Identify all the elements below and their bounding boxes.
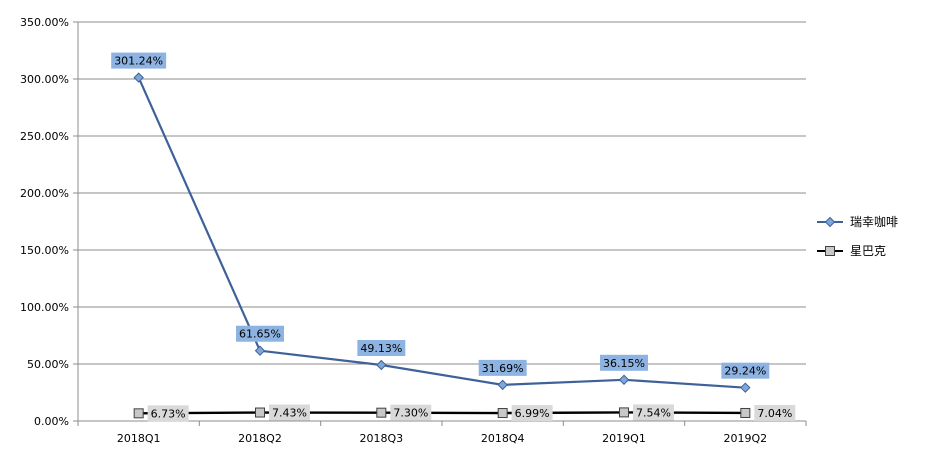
data-label-box xyxy=(390,404,432,421)
data-label-box xyxy=(357,339,406,356)
x-tick-label: 2018Q3 xyxy=(360,432,404,445)
y-tick-label: 100.00% xyxy=(20,301,69,314)
data-label-box xyxy=(478,359,527,376)
data-point xyxy=(740,407,751,418)
data-label: 61.65% xyxy=(239,328,281,341)
legend-label: 瑞幸咖啡 xyxy=(850,214,898,229)
x-tick-label: 2019Q2 xyxy=(724,432,768,445)
data-label: 49.13% xyxy=(360,342,402,355)
data-point xyxy=(497,379,508,391)
series-markers xyxy=(133,72,751,419)
data-label: 7.54% xyxy=(636,406,671,419)
data-point xyxy=(376,407,387,418)
data-point xyxy=(619,407,629,418)
x-tick-label: 2018Q4 xyxy=(481,432,525,445)
data-label: 7.43% xyxy=(272,407,307,420)
y-tick-label: 350.00% xyxy=(20,16,69,29)
data-label-box xyxy=(600,354,648,371)
data-label-box xyxy=(236,325,284,342)
x-tick-label: 2019Q1 xyxy=(602,432,646,445)
legend-marker-1 xyxy=(825,246,835,256)
y-tick-label: 300.00% xyxy=(20,73,69,86)
data-label-box xyxy=(721,362,770,379)
data-label-box xyxy=(633,404,674,421)
y-tick-label: 150.00% xyxy=(20,244,69,257)
data-point xyxy=(618,374,630,385)
data-label: 301.24% xyxy=(114,55,163,68)
data-point xyxy=(133,72,144,83)
data-label: 31.69% xyxy=(482,362,524,375)
data-label: 6.99% xyxy=(515,407,550,420)
legend-label: 星巴克 xyxy=(850,244,886,258)
data-label-box xyxy=(111,52,167,69)
data-label-box xyxy=(754,404,796,421)
series-lines xyxy=(137,77,746,415)
y-tick-label: 0.00% xyxy=(34,415,69,428)
data-point xyxy=(376,359,387,371)
data-point xyxy=(133,408,144,419)
data-point xyxy=(497,408,508,419)
data-point xyxy=(740,382,751,393)
data-label-box xyxy=(269,404,310,421)
data-label: 36.15% xyxy=(603,357,645,370)
data-point xyxy=(255,407,265,418)
data-labels: 301.24% 61.65% 49.13% 31.69% 36.15% 29.24% 6.7… xyxy=(111,52,796,422)
x-tick-label: 2018Q1 xyxy=(117,432,161,445)
data-point xyxy=(254,345,266,356)
y-tick-label: 250.00% xyxy=(20,130,69,143)
axes: 0.00% 50.00% 100.00% 150.00% 200.00% 250.00% 3… xyxy=(20,16,807,445)
data-label: 7.04% xyxy=(757,407,792,420)
legend-marker-0 xyxy=(824,216,836,228)
gridlines xyxy=(78,21,806,365)
data-label: 7.30% xyxy=(393,407,428,420)
y-tick-label: 50.00% xyxy=(27,358,69,371)
series-line-0 xyxy=(137,77,746,389)
data-label-box xyxy=(511,405,553,422)
data-label-box xyxy=(147,405,189,422)
data-label: 29.24% xyxy=(724,365,766,378)
data-label: 6.73% xyxy=(151,407,186,420)
x-tick-label: 2018Q2 xyxy=(238,432,282,445)
y-tick-label: 200.00% xyxy=(20,187,69,200)
